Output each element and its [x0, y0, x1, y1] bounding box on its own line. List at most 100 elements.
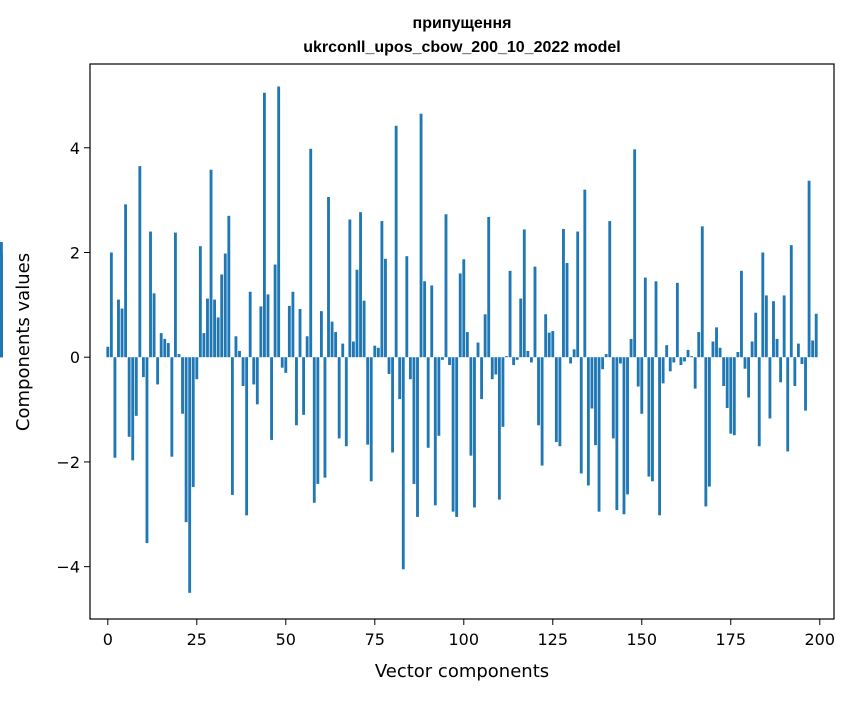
- bar-20: [177, 354, 181, 358]
- bar-51: [287, 305, 291, 358]
- bar-124: [547, 332, 551, 358]
- bar-115: [515, 357, 519, 360]
- bar-143: [615, 357, 619, 511]
- bar-50: [284, 357, 288, 373]
- bar-197: [807, 180, 811, 358]
- bar-44: [263, 92, 266, 358]
- bar-5: [124, 204, 128, 358]
- bar-156: [661, 357, 665, 384]
- bar-180: [747, 357, 750, 398]
- bar-45: [266, 294, 270, 358]
- bar-192: [789, 245, 793, 358]
- x-tick-label: 0: [103, 630, 113, 649]
- bar-16: [163, 338, 167, 358]
- bar-110: [497, 357, 501, 500]
- bar-167: [700, 226, 704, 358]
- bar-56: [305, 336, 309, 358]
- bar-127: [558, 357, 562, 447]
- bar-161: [679, 357, 683, 366]
- bar-91: [430, 285, 434, 358]
- bar-101: [465, 332, 469, 358]
- bar-114: [512, 357, 516, 366]
- bar-141: [608, 221, 612, 358]
- bar-145: [622, 357, 626, 515]
- x-tick-label: 200: [804, 630, 835, 649]
- bar-34: [227, 215, 231, 358]
- y-axis-label: Components values: [13, 253, 34, 431]
- bar-116: [519, 298, 523, 358]
- bar-96: [448, 357, 451, 366]
- bar-142: [611, 357, 615, 439]
- bar-12: [149, 231, 152, 358]
- bar-37: [238, 350, 241, 358]
- bar-108: [490, 357, 494, 380]
- bar-147: [629, 338, 633, 358]
- bar-170: [711, 341, 715, 358]
- bar-22: [184, 357, 188, 523]
- bar-40: [248, 291, 252, 358]
- bar-132: [576, 231, 580, 358]
- bar-113: [508, 270, 512, 358]
- bar-27: [202, 333, 206, 358]
- y-tick-label: −4: [56, 558, 80, 577]
- x-axis-label: Vector components: [375, 661, 549, 682]
- bar-155: [658, 357, 661, 516]
- x-tick-label: 75: [365, 630, 385, 649]
- x-tick-label: 50: [276, 630, 296, 649]
- bar-54: [298, 309, 302, 358]
- bar-58: [312, 357, 316, 503]
- bar-106: [483, 314, 487, 358]
- bar-69: [352, 341, 355, 358]
- bar-88: [419, 113, 423, 358]
- bar-81: [394, 125, 398, 358]
- bar-19: [174, 232, 177, 358]
- bar-64: [334, 332, 338, 358]
- bar-152: [647, 357, 651, 477]
- bar-70: [355, 269, 359, 358]
- bar-10: [141, 357, 145, 378]
- y-axis-ticks: −4 −2 0 2 4: [56, 139, 90, 577]
- bar-49: [280, 357, 284, 368]
- bar-76: [376, 347, 380, 358]
- bar-23: [188, 357, 192, 593]
- bar-9: [138, 166, 142, 358]
- bar-190: [782, 295, 786, 358]
- bar-193: [793, 357, 797, 387]
- x-tick-label: 150: [626, 630, 657, 649]
- bar-75: [373, 345, 377, 358]
- bar-186: [768, 357, 772, 419]
- bar-136: [590, 357, 594, 409]
- bar-164: [690, 356, 694, 358]
- bar-14: [156, 357, 160, 385]
- bar-173: [722, 357, 726, 387]
- bar-53: [295, 357, 298, 426]
- bar-33: [223, 253, 227, 358]
- bar-146: [626, 357, 629, 495]
- bar-183: [757, 357, 761, 447]
- bar-148: [633, 149, 637, 358]
- bar-195: [800, 357, 804, 365]
- bar-150: [640, 357, 644, 414]
- bar-122: [540, 357, 544, 466]
- bar-41: [252, 357, 256, 385]
- bar-38: [241, 357, 245, 387]
- bar-62: [327, 196, 330, 358]
- bar-198: [811, 340, 815, 358]
- bar-60: [319, 311, 323, 358]
- bar-112: [505, 356, 508, 358]
- bar-68: [348, 219, 352, 358]
- bar-24: [191, 357, 195, 488]
- bar-93: [437, 357, 441, 436]
- bar-21: [181, 357, 184, 414]
- chart-title-line-1: припущення: [413, 15, 512, 32]
- bar-178: [740, 270, 743, 358]
- bar-7: [131, 357, 135, 461]
- bar-181: [750, 341, 754, 358]
- x-tick-label: 100: [449, 630, 480, 649]
- bars-group: [0, 86, 818, 593]
- bar-undefined: [0, 242, 3, 358]
- bar-130: [569, 357, 572, 364]
- bar-120: [533, 266, 537, 358]
- bar-57: [309, 148, 313, 358]
